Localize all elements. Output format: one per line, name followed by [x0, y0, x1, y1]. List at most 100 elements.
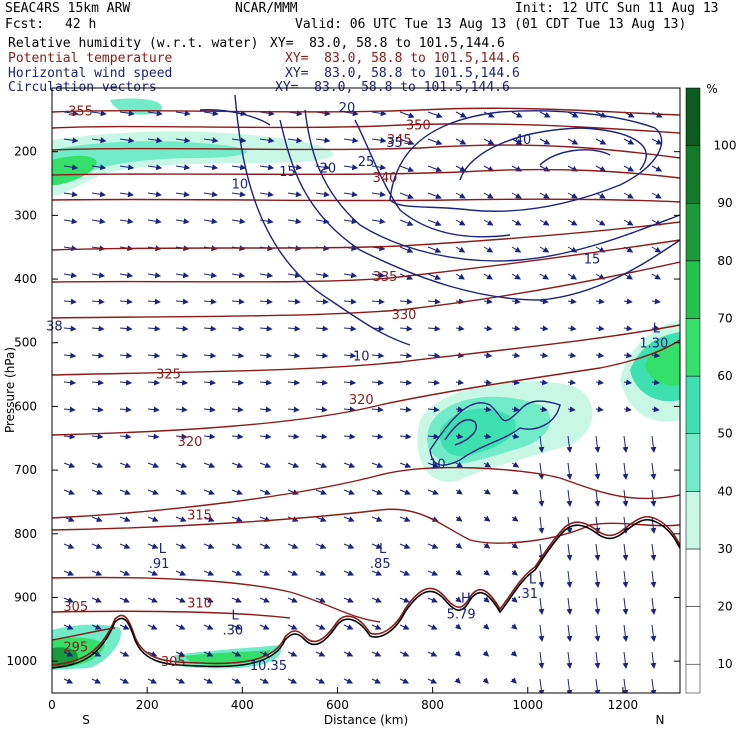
wind-vector — [287, 597, 298, 603]
wind-vector — [651, 138, 663, 145]
wind-vector — [623, 298, 633, 305]
wind-vector — [287, 651, 298, 657]
wind-vector — [63, 489, 75, 495]
extrema-label: L — [653, 321, 661, 336]
wind-contour-label: 10 — [232, 178, 249, 193]
wind-contour-label: 35 — [386, 136, 403, 151]
wind-vector — [175, 218, 190, 225]
wind-vector — [567, 325, 577, 332]
organization-label: NCAR/MMM — [235, 1, 298, 16]
wind-vector — [511, 569, 519, 576]
wind-vector — [399, 325, 413, 332]
wind-vector — [119, 191, 134, 198]
theta-contour-label: 335 — [373, 270, 398, 285]
wind-vector — [119, 543, 131, 549]
wind-vector — [650, 543, 657, 561]
wind-vector — [538, 597, 545, 615]
extrema-label: L — [529, 572, 537, 587]
colorbar-tick-label: 60 — [717, 369, 732, 383]
wind-speed-contour — [539, 149, 611, 166]
y-axis: 200 300 400 500 600 700 800 900 1000 — [6, 145, 680, 668]
wind-vector — [567, 379, 577, 386]
wind-vector — [539, 406, 548, 413]
wind-vector — [63, 137, 79, 144]
wind-vector — [147, 298, 161, 305]
wind-vector — [622, 462, 629, 480]
wind-vector — [651, 246, 662, 253]
wind-vector — [371, 298, 385, 305]
field-name-theta: Potential temperature — [8, 51, 173, 66]
wind-vector — [287, 272, 302, 279]
wind-vector — [175, 137, 191, 144]
wind-vector — [119, 272, 134, 279]
wind-vector — [259, 272, 274, 279]
wind-vector — [119, 433, 132, 440]
wind-vector — [119, 651, 130, 657]
forecast-hours: 42 h — [65, 17, 97, 32]
wind-vector — [91, 543, 103, 549]
y-tick-label: 800 — [14, 527, 37, 541]
extrema-label: 1.30 — [639, 337, 668, 352]
theta-contour-label: 310 — [187, 597, 212, 612]
theta-contour — [52, 168, 680, 179]
wind-vector — [63, 164, 79, 171]
wind-vector — [594, 570, 601, 588]
wind-vector — [538, 624, 545, 642]
wind-vector — [91, 110, 107, 117]
wind-vector — [595, 379, 605, 386]
wind-vector — [287, 462, 300, 468]
wind-vector — [147, 516, 159, 522]
wind-vector — [259, 678, 270, 684]
wind-vector — [203, 597, 214, 603]
wind-vector — [91, 352, 105, 359]
theta-contour — [52, 324, 680, 376]
x-axis: 0 200 400 600 800 1000 1200 — [48, 687, 638, 712]
wind-vector — [622, 624, 629, 642]
wind-vector — [511, 542, 519, 549]
wind-vector — [147, 489, 159, 495]
wind-vector — [287, 191, 302, 198]
wind-vector — [511, 406, 520, 413]
wind-vector — [483, 379, 493, 386]
wind-vector — [343, 218, 358, 225]
wind-speed-contour — [304, 109, 680, 262]
wind-vector — [315, 325, 329, 332]
wind-vector — [91, 624, 102, 630]
wind-vector — [147, 678, 158, 684]
y-tick-label: 400 — [14, 272, 37, 286]
wind-vector — [119, 218, 134, 225]
wind-vector — [399, 138, 415, 146]
extrema-label: H — [461, 591, 471, 606]
wind-vector — [538, 678, 545, 693]
wind-vector — [343, 137, 359, 144]
colorbar-swatch — [685, 433, 701, 492]
wind-vector — [231, 298, 245, 305]
wind-vector — [203, 570, 215, 576]
wind-vector — [343, 489, 355, 495]
extrema-label: 5.79 — [447, 607, 476, 622]
wind-vector — [91, 406, 104, 413]
wind-vector — [511, 488, 519, 495]
wind-vector — [455, 165, 467, 172]
wind-vector — [594, 651, 601, 669]
wind-vector — [399, 651, 410, 657]
wind-vector — [259, 597, 270, 603]
theta-contour — [52, 576, 381, 623]
wind-vector — [650, 462, 657, 480]
wind-vector — [623, 406, 632, 413]
wind-contour-label: 10 — [429, 458, 446, 473]
wind-vector — [371, 191, 386, 198]
wind-vector — [203, 379, 217, 386]
south-end-label: S — [82, 713, 90, 727]
wind-vector — [315, 462, 328, 468]
wind-vector — [259, 191, 274, 198]
wind-vector — [175, 352, 189, 359]
wind-vector — [538, 462, 545, 480]
wind-vector — [399, 406, 412, 413]
wind-vector — [566, 624, 573, 642]
y-tick-label: 700 — [14, 463, 37, 477]
forecast-label: Fcst: — [5, 17, 45, 32]
wind-vector — [399, 489, 411, 495]
wind-vector — [63, 379, 77, 386]
